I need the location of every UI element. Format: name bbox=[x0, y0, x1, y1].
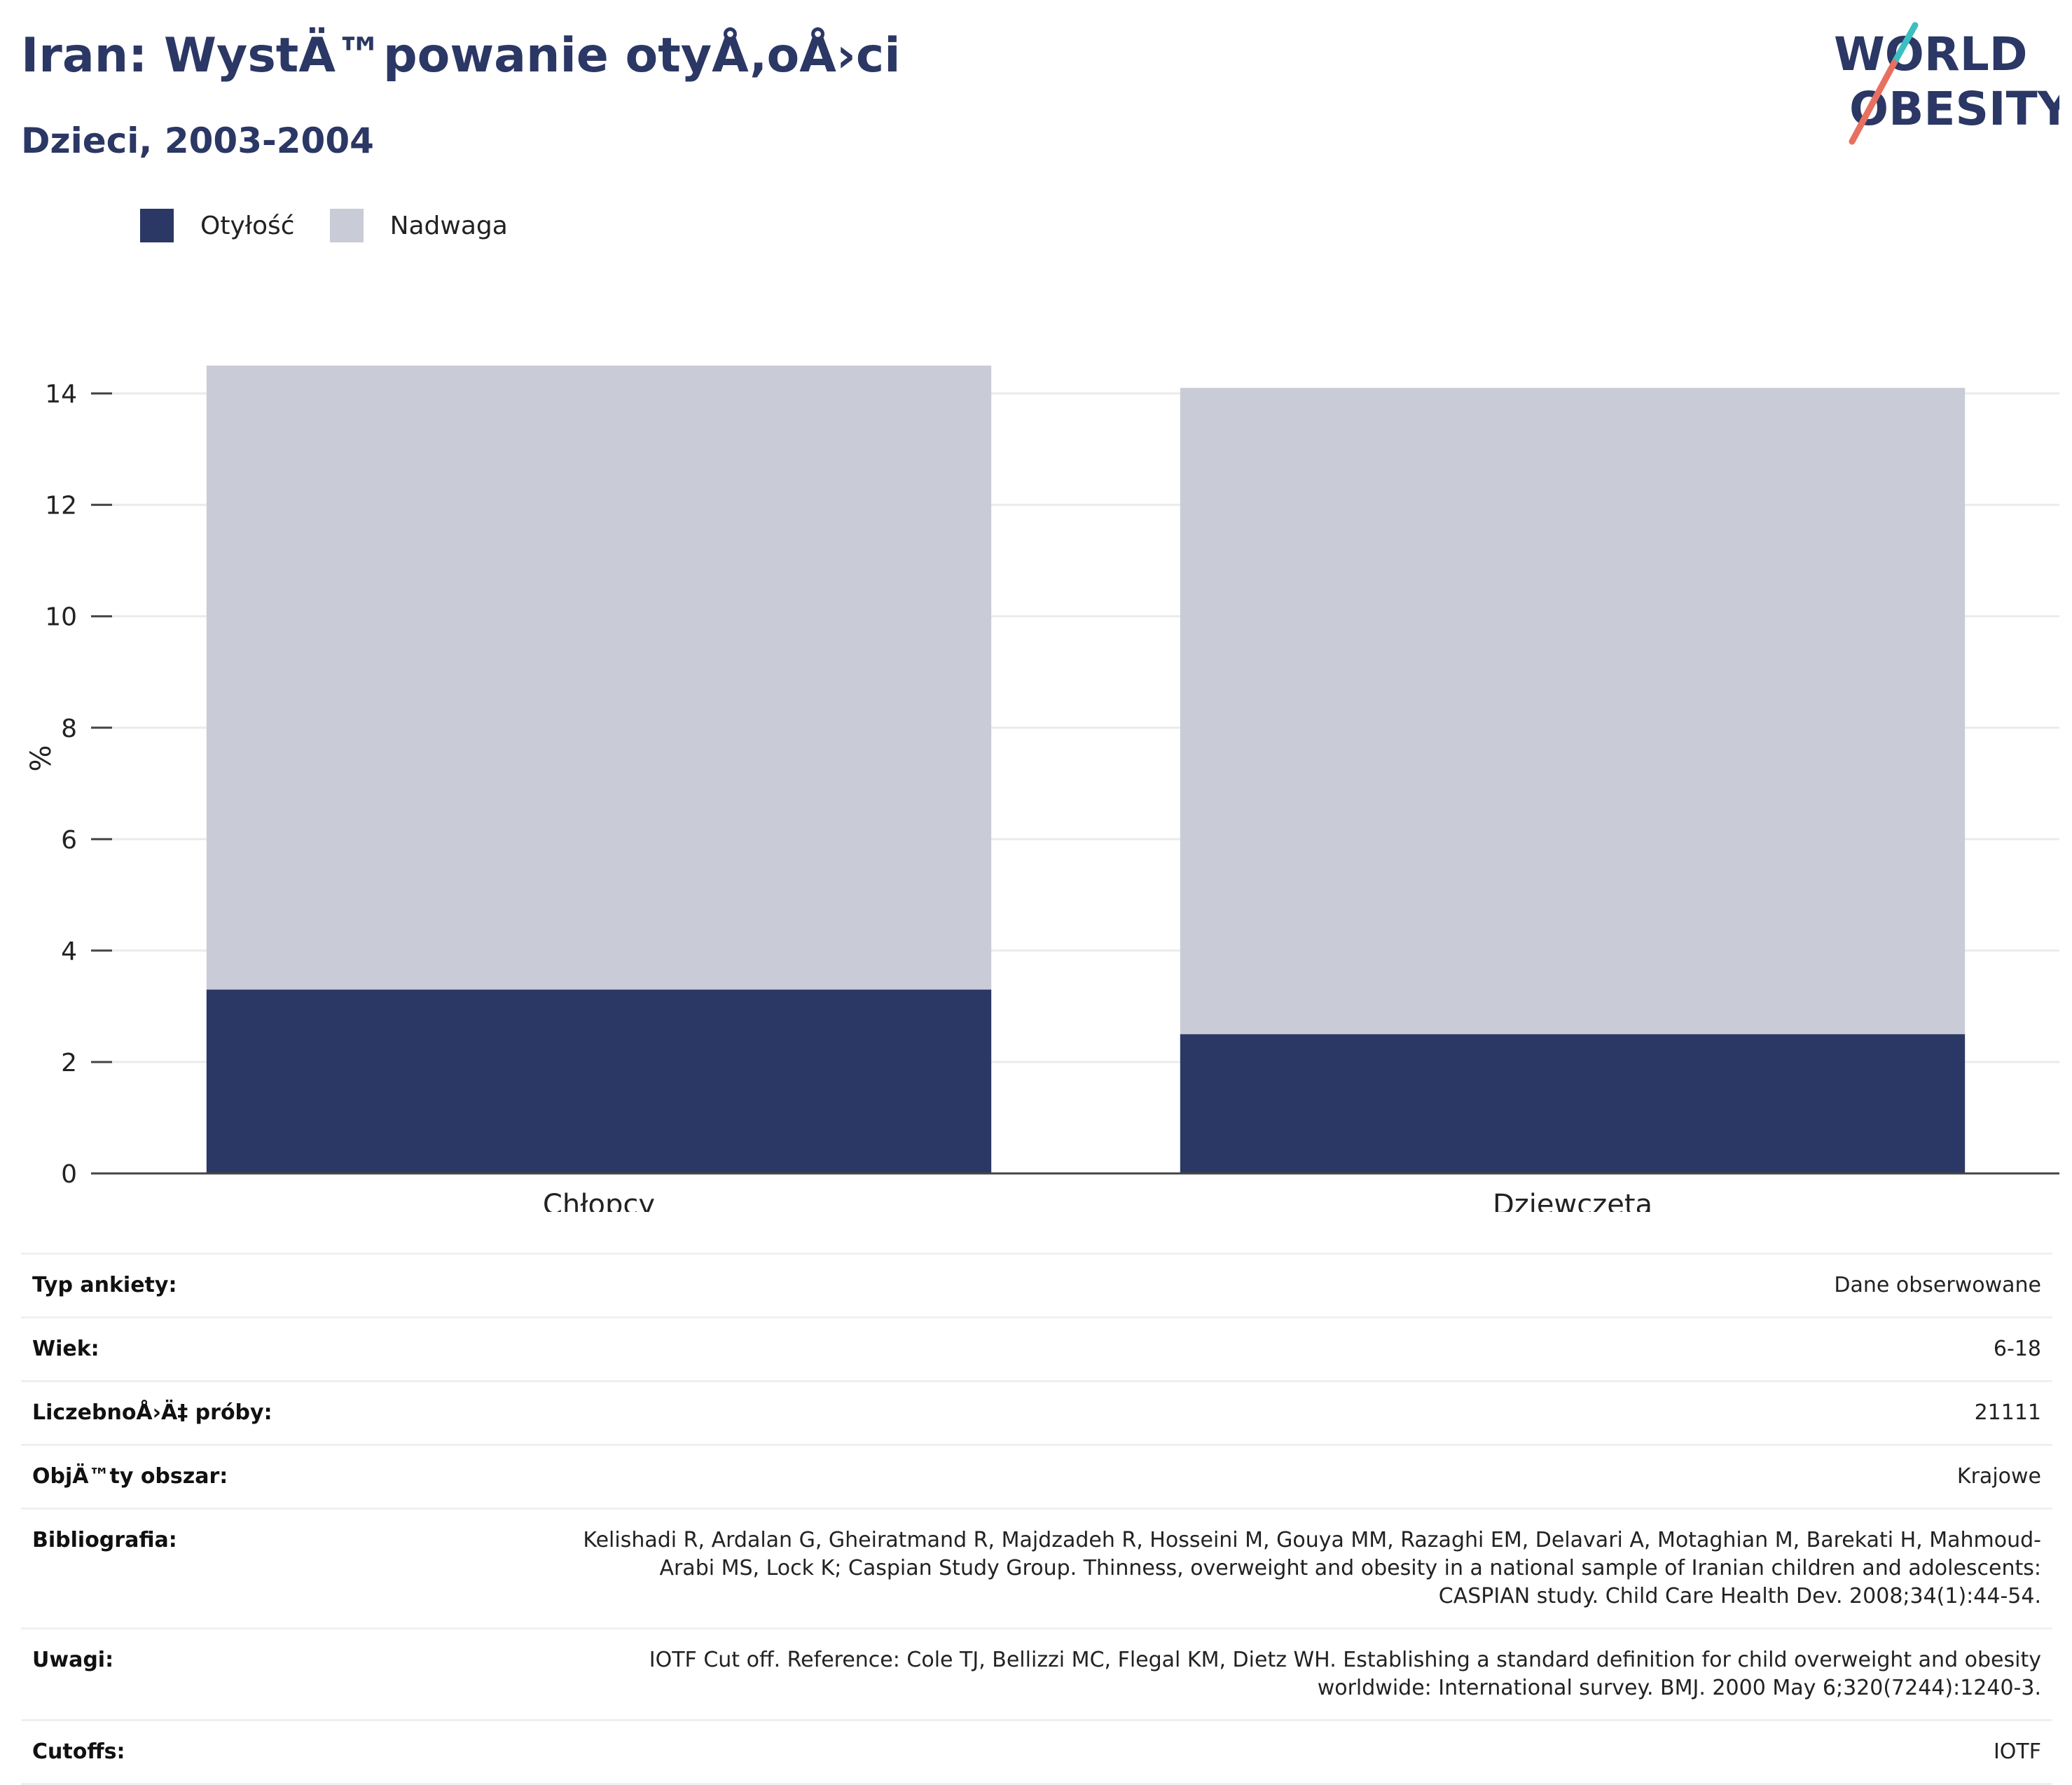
details-label: Bibliografia: bbox=[32, 1528, 177, 1552]
details-value: Krajowe bbox=[1956, 1464, 2041, 1489]
details-row: Bibliografia: Kelishadi R, Ardalan G, Ghe… bbox=[21, 1508, 2052, 1627]
logo-line1: WORLD bbox=[1834, 27, 2028, 81]
details-value: 6-18 bbox=[1993, 1337, 2041, 1361]
legend-item-obesity[interactable]: Otyłość bbox=[140, 209, 295, 242]
details-row: ObjÄ™ty obszar: Krajowe bbox=[21, 1444, 2052, 1508]
details-value: Dane obserwowane bbox=[1834, 1273, 2041, 1297]
details-row: Cutoffs: IOTF bbox=[21, 1719, 2052, 1785]
details-label: ObjÄ™ty obszar: bbox=[32, 1464, 228, 1489]
bar-overweight[interactable] bbox=[206, 365, 992, 990]
legend-label-obesity: Otyłość bbox=[200, 211, 295, 240]
y-tick-label: 0 bbox=[61, 1160, 77, 1189]
legend-swatch-overweight bbox=[329, 209, 364, 242]
y-tick-label: 4 bbox=[61, 937, 77, 966]
details-label: Wiek: bbox=[32, 1337, 99, 1361]
y-tick-label: 2 bbox=[61, 1049, 77, 1077]
logo-slash-teal bbox=[1891, 22, 1919, 67]
x-tick-label: Chłopcy bbox=[543, 1189, 655, 1212]
legend-swatch-obesity bbox=[140, 209, 174, 242]
legend-item-overweight[interactable]: Nadwaga bbox=[329, 209, 508, 242]
details-label: Cutoffs: bbox=[32, 1739, 125, 1764]
details-row: Typ ankiety: Dane obserwowane bbox=[21, 1253, 2052, 1316]
bar-obesity[interactable] bbox=[206, 989, 992, 1173]
bar-chart: 0 2 4 6 8 10 12 14% Chłopcy Dziewczęta bbox=[25, 365, 2059, 1212]
chart-legend: Otyłość Nadwaga bbox=[140, 209, 543, 242]
details-row: Wiek: 6-18 bbox=[21, 1316, 2052, 1380]
details-value: IOTF bbox=[1993, 1739, 2041, 1764]
details-label: Typ ankiety: bbox=[32, 1273, 177, 1297]
details-row: Uwagi: IOTF Cut off. Reference: Cole TJ, … bbox=[21, 1627, 2052, 1719]
y-tick-label: 10 bbox=[45, 603, 77, 632]
details-row: LiczebnoÅ›Ä‡ próby: 21111 bbox=[21, 1380, 2052, 1444]
logo-slash-coral bbox=[1849, 60, 1898, 145]
world-obesity-logo: WORLD OBESITY bbox=[1834, 22, 2059, 145]
survey-details-table: Typ ankiety: Dane obserwowane Wiek: 6-18 Lic… bbox=[21, 1253, 2052, 1785]
y-tick-label: 6 bbox=[61, 826, 77, 855]
y-tick-label: 12 bbox=[45, 492, 77, 521]
y-axis-label: % bbox=[25, 745, 57, 771]
details-value: 21111 bbox=[1974, 1400, 2041, 1425]
details-label: Uwagi: bbox=[32, 1648, 114, 1672]
details-value: IOTF Cut off. Reference: Cole TJ, Belliz… bbox=[649, 1648, 2041, 1700]
details-value: Kelishadi R, Ardalan G, Gheiratmand R, M… bbox=[583, 1528, 2041, 1608]
y-tick-label: 8 bbox=[61, 715, 77, 743]
logo-line2: OBESITY bbox=[1849, 82, 2059, 136]
legend-label-overweight: Nadwaga bbox=[389, 211, 508, 240]
page-subtitle: Dzieci, 2003-2004 bbox=[21, 120, 374, 161]
y-tick-label: 14 bbox=[45, 380, 77, 409]
x-tick-label: Dziewczęta bbox=[1493, 1189, 1652, 1212]
bar-overweight[interactable] bbox=[1180, 387, 1966, 1035]
details-label: LiczebnoÅ›Ä‡ próby: bbox=[32, 1400, 272, 1425]
bar-obesity[interactable] bbox=[1180, 1034, 1966, 1173]
page-title: Iran: WystÄ™powanie otyÅ‚oÅ›ci bbox=[21, 28, 901, 83]
